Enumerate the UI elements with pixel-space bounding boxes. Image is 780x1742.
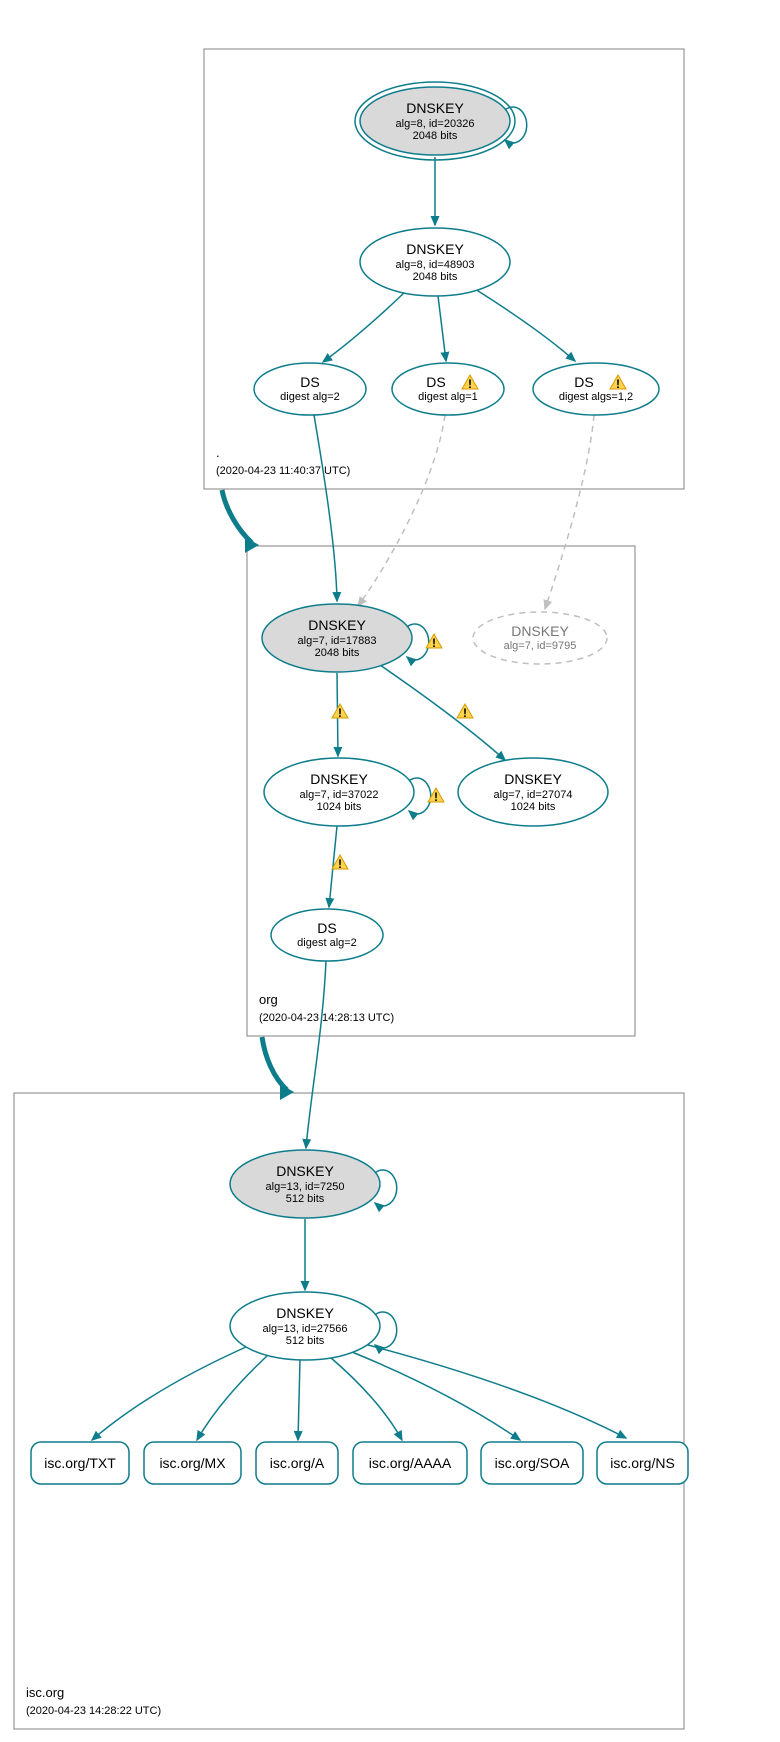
cluster-label: org	[259, 992, 278, 1007]
node-line3: 1024 bits	[317, 801, 362, 813]
svg-text:!: !	[468, 377, 472, 391]
node-org_extra: DNSKEYalg=7, id=9795	[473, 612, 607, 664]
node-root_zsk: DNSKEY alg=8, id=489032048 bits	[360, 228, 510, 296]
cluster-timestamp: (2020-04-23 11:40:37 UTC)	[216, 465, 350, 477]
node-rr_mx: isc.org/MX	[144, 1442, 241, 1484]
edge-ds_root_1-org_ksk	[314, 415, 337, 601]
edge-root_zsk-ds_root_1	[323, 292, 405, 362]
node-ds_root_2: DSdigest alg=1!	[392, 363, 504, 415]
node-title: DNSKEY	[406, 100, 464, 116]
node-ds_org: DSdigest alg=2	[271, 909, 383, 961]
edge-isc_zsk-rr_txt	[92, 1347, 246, 1440]
dnssec-graph: . (2020-04-23 11:40:37 UTC) org (2020-04-23…	[0, 0, 780, 1742]
node-org_zsk2: DNSKEY alg=7, id=270741024 bits	[458, 758, 608, 826]
node-line3: 512 bits	[286, 1193, 325, 1205]
svg-text:!: !	[338, 706, 342, 720]
node-rr_ns: isc.org/NS	[597, 1442, 688, 1484]
node-rr_soa: isc.org/SOA	[481, 1442, 583, 1484]
node-line2: alg=7, id=37022	[300, 789, 379, 801]
node-rr_txt: isc.org/TXT	[31, 1442, 129, 1484]
node-title: DNSKEY	[511, 623, 569, 639]
rr-label: isc.org/MX	[159, 1455, 226, 1471]
node-line2: alg=7, id=17883	[298, 635, 377, 647]
edge-org_ksk-org_zsk2: !	[380, 665, 505, 760]
node-line2: alg=7, id=27074	[494, 789, 573, 801]
node-org_zsk1: DNSKEY alg=7, id=370221024 bits	[264, 758, 414, 826]
rr-label: isc.org/NS	[610, 1455, 675, 1471]
node-root_ksk: DNSKEY alg=8, id=203262048 bits	[355, 82, 515, 160]
node-line2: alg=8, id=20326	[396, 118, 475, 130]
svg-text:!: !	[432, 636, 436, 650]
rr-label: isc.org/A	[270, 1455, 325, 1471]
cluster-edge	[262, 1037, 294, 1100]
node-title: DNSKEY	[308, 617, 366, 633]
node-line2: digest alg=2	[297, 937, 357, 949]
node-line2: digest alg=1	[418, 391, 478, 403]
cluster-label: isc.org	[26, 1685, 64, 1700]
edge-isc_zsk-rr_soa	[352, 1352, 520, 1440]
rr-label: isc.org/SOA	[495, 1455, 570, 1471]
node-line3: 2048 bits	[413, 130, 458, 142]
warning-icon: !	[457, 704, 473, 720]
edge-isc_zsk-rr_a	[298, 1360, 300, 1440]
svg-text:!: !	[434, 790, 438, 804]
edge-org_ksk-org_zsk1: !	[332, 673, 348, 756]
node-line2: digest algs=1,2	[559, 391, 633, 403]
node-rr_a: isc.org/A	[256, 1442, 338, 1484]
node-title: DS	[426, 374, 445, 390]
node-line2: alg=8, id=48903	[396, 259, 475, 271]
edge-isc_zsk-rr_mx	[197, 1355, 268, 1440]
node-line3: 2048 bits	[315, 647, 360, 659]
svg-text:!: !	[338, 857, 342, 871]
edge-ds_org-isc_ksk	[306, 961, 326, 1148]
node-line3: 2048 bits	[413, 271, 458, 283]
node-line2: alg=13, id=27566	[262, 1323, 347, 1335]
node-title: DS	[317, 920, 336, 936]
node-line2: alg=7, id=9795	[504, 640, 577, 652]
node-line2: alg=13, id=7250	[266, 1181, 345, 1193]
node-title: DS	[300, 374, 319, 390]
node-isc_zsk: DNSKEY alg=13, id=27566512 bits	[230, 1292, 380, 1360]
rr-label: isc.org/AAAA	[369, 1455, 452, 1471]
svg-text:!: !	[463, 706, 467, 720]
node-line3: 1024 bits	[511, 801, 556, 813]
node-title: DNSKEY	[276, 1163, 334, 1179]
node-org_ksk: DNSKEY alg=7, id=178832048 bits	[262, 604, 412, 672]
node-ds_root_1: DSdigest alg=2	[254, 363, 366, 415]
node-ds_root_3: DSdigest algs=1,2!	[533, 363, 659, 415]
svg-text:!: !	[616, 377, 620, 391]
edge-root_zsk-ds_root_3	[475, 289, 575, 361]
warning-icon: !	[332, 704, 348, 720]
node-isc_ksk: DNSKEY alg=13, id=7250512 bits	[230, 1150, 380, 1218]
cluster-edge	[222, 490, 259, 553]
node-title: DNSKEY	[310, 771, 368, 787]
cluster-timestamp: (2020-04-23 14:28:22 UTC)	[26, 1705, 161, 1717]
cluster-timestamp: (2020-04-23 14:28:13 UTC)	[259, 1012, 394, 1024]
node-title: DNSKEY	[406, 241, 464, 257]
node-line3: 512 bits	[286, 1335, 325, 1347]
rr-label: isc.org/TXT	[44, 1455, 116, 1471]
node-title: DNSKEY	[276, 1305, 334, 1321]
node-rr_aaaa: isc.org/AAAA	[353, 1442, 467, 1484]
node-title: DNSKEY	[504, 771, 562, 787]
cluster-label: .	[216, 445, 220, 460]
edge-ds_root_2-org_ksk	[358, 415, 445, 606]
node-line2: digest alg=2	[280, 391, 340, 403]
node-title: DS	[574, 374, 593, 390]
edge-ds_root_3-org_extra	[545, 415, 594, 609]
edge-root_zsk-ds_root_2	[438, 296, 446, 361]
edge-org_zsk1-ds_org: !	[329, 826, 348, 907]
